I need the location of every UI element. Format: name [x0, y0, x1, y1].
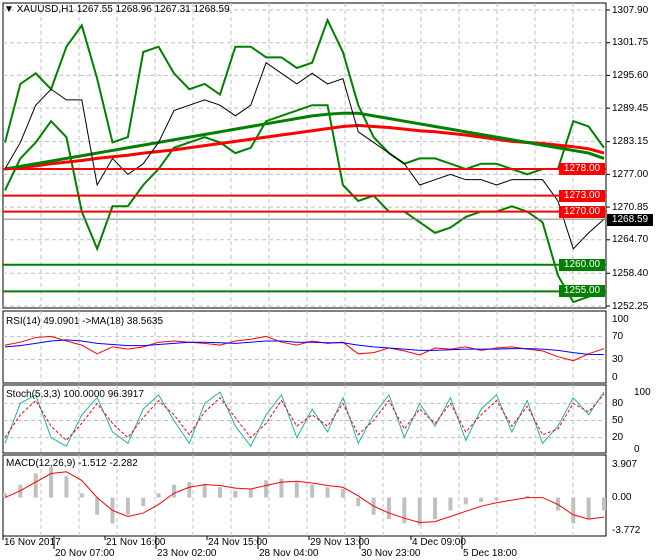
ohlc-values: 1267.55 1268.96 1267.31 1268.59 [76, 4, 230, 15]
macd-histogram-bar [233, 490, 238, 498]
stoch-tick-label: 80 [612, 397, 624, 409]
macd-histogram-bar [294, 482, 299, 498]
time-axis-label: 5 Dec 18:00 [463, 548, 517, 559]
rsi-tick-label: 100 [612, 313, 629, 325]
macd-signal-line [4, 471, 605, 524]
macd-histogram-bar [49, 467, 54, 498]
level-tag: 1255.00 [559, 285, 605, 298]
macd-histogram-bar [340, 488, 345, 498]
symbol-label: XAUUSD,H1 [16, 4, 74, 15]
time-axis-label: 30 Nov 23:00 [361, 548, 421, 559]
macd-histogram-bar [264, 480, 269, 498]
macd-tick-label: 3.907 [612, 458, 638, 470]
macd-histogram-bar [187, 482, 192, 498]
price-tick-label: 1283.15 [612, 136, 649, 148]
price-tick-label: 1301.75 [612, 37, 649, 49]
macd-histogram-bar [386, 497, 391, 520]
macd-histogram-bar [325, 487, 330, 498]
stoch-tick-label: 0 [634, 443, 640, 455]
rsi-tick-label: 0 [612, 371, 618, 383]
time-axis-label: 29 Nov 13:00 [310, 537, 370, 548]
macd-histogram-bar [141, 497, 146, 507]
level-tag: 1273.00 [559, 189, 605, 202]
price-tick-label: 1264.70 [612, 234, 649, 246]
time-axis-label: 24 Nov 15:00 [208, 537, 268, 548]
price-line [4, 61, 605, 250]
macd-histogram-bar [494, 497, 499, 501]
price-tick-label: 1277.00 [612, 168, 649, 180]
macd-histogram-bar [125, 497, 130, 515]
time-axis-label: 23 Nov 02:00 [157, 548, 217, 559]
stoch-pane [2, 384, 607, 454]
macd-histogram-bar [79, 493, 84, 498]
price-tick-label: 1307.90 [612, 4, 649, 16]
macd-histogram-bar [417, 497, 422, 526]
rsi-ma-line [4, 339, 605, 356]
macd-histogram-bar [433, 497, 438, 520]
current-price-tag: 1268.59 [607, 214, 653, 227]
macd-histogram-bar [3, 493, 7, 498]
macd-tick-label: -3.772 [612, 524, 641, 536]
stoch-tick-label: 50 [612, 415, 624, 426]
time-axis-label: 16 Nov 2017 [4, 537, 61, 548]
macd-histogram-bar [33, 473, 38, 498]
rsi-tick-label: 30 [612, 354, 624, 366]
price-tick-label: 1258.40 [612, 267, 649, 279]
macd-histogram-bar [402, 497, 407, 524]
ma-long-line [4, 111, 605, 171]
rsi-tick-label: 70 [612, 330, 624, 342]
macd-histogram-bar [171, 484, 176, 498]
macd-histogram-bar [448, 497, 453, 511]
rsi-line [4, 335, 605, 362]
rsi-title: RSI(14) 49.0901 ->MA(18) 38.5635 [6, 316, 164, 327]
price-tick-label: 1289.45 [612, 102, 649, 114]
macd-pane [2, 454, 607, 537]
price-pane [2, 2, 607, 309]
level-tag: 1270.00 [559, 205, 605, 218]
stoch-title: Stoch(5,3,3) 100.0000 96.3917 [6, 389, 144, 400]
price-tick-label: 1252.25 [612, 300, 649, 312]
ma-slow-line [4, 123, 605, 171]
macd-histogram-bar [479, 497, 484, 502]
macd-histogram-bar [571, 497, 576, 524]
bollinger-lower [4, 104, 605, 304]
macd-histogram-bar [279, 478, 284, 498]
time-axis-label: 20 Nov 07:00 [55, 548, 115, 559]
stoch-tick-label: 20 [612, 432, 624, 444]
level-tag: 1278.00 [559, 163, 605, 176]
macd-histogram-bar [310, 484, 315, 498]
bollinger-upper [4, 17, 605, 176]
price-tick-label: 1270.85 [612, 201, 649, 213]
time-axis-label: 28 Nov 04:00 [259, 548, 319, 559]
stoch-tick-label: 100 [634, 386, 651, 398]
macd-histogram-bar [525, 495, 530, 498]
macd-histogram-bar [95, 497, 100, 515]
macd-histogram-bar [602, 497, 606, 511]
macd-histogram-bar [64, 476, 69, 498]
macd-histogram-bar [356, 497, 361, 507]
symbol-header: ▼ XAUUSD,H1 1267.55 1268.96 1267.31 1268… [4, 4, 230, 15]
time-axis-label: 4 Dec 09:00 [412, 537, 466, 548]
macd-histogram-bar [586, 497, 591, 520]
macd-histogram-bar [202, 483, 207, 498]
macd-tick-label: 0.00 [612, 492, 632, 504]
level-tag: 1260.00 [559, 258, 605, 271]
collapse-triangle-icon[interactable]: ▼ [4, 4, 14, 15]
macd-histogram-bar [156, 493, 161, 498]
time-axis-label: 21 Nov 16:00 [106, 537, 166, 548]
macd-title: MACD(12,26,9) -1.512 -2.282 [6, 458, 138, 469]
price-tick-label: 1295.60 [612, 69, 649, 81]
stoch-signal-line [4, 393, 605, 442]
macd-histogram-bar [248, 488, 253, 498]
macd-histogram-bar [463, 497, 468, 505]
macd-histogram-bar [218, 487, 223, 498]
